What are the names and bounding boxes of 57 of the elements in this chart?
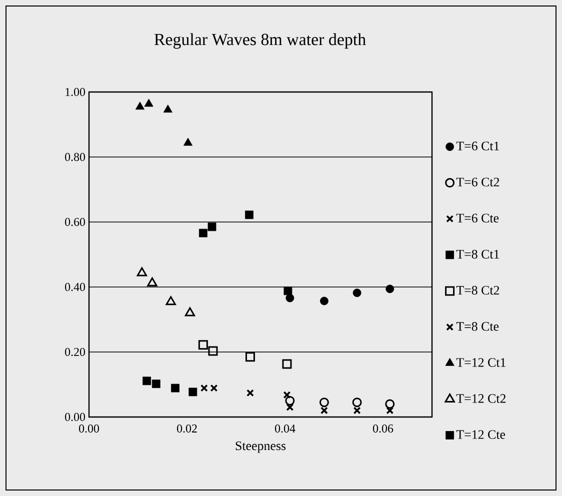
legend-label: T=8 Ct2 xyxy=(456,286,500,295)
x-axis-title: Steepness xyxy=(236,441,286,453)
point xyxy=(284,286,292,296)
chart-title: Regular Waves 8m water depth xyxy=(154,33,366,49)
point xyxy=(142,376,152,386)
point xyxy=(135,102,144,110)
point xyxy=(286,294,294,302)
point xyxy=(136,267,148,276)
point xyxy=(198,340,208,350)
legend-label: T=6 Cte xyxy=(456,214,499,222)
point xyxy=(353,406,361,414)
legend-label: T=6 Ct1 xyxy=(456,142,499,150)
legend-label: T=6 Ct2 xyxy=(456,178,500,186)
point xyxy=(147,277,158,286)
point xyxy=(188,388,198,396)
point xyxy=(352,398,362,408)
point xyxy=(245,352,255,362)
point xyxy=(166,296,176,306)
point xyxy=(282,359,292,369)
point xyxy=(183,138,193,146)
legend-label: T=8 Cte xyxy=(456,322,499,331)
point xyxy=(319,398,329,408)
point xyxy=(208,222,216,232)
y-tick-label: 1.00 xyxy=(66,88,86,96)
legend-label: T=8 Ct1 xyxy=(456,250,499,259)
x-tick-label: 0.00 xyxy=(79,424,100,433)
point xyxy=(210,384,218,392)
point xyxy=(283,391,291,399)
x-tick-label: 0.02 xyxy=(177,424,197,433)
legend-label: T=12 Cte xyxy=(456,430,506,439)
point xyxy=(286,404,294,411)
point xyxy=(152,380,160,388)
y-tick-label: 0.60 xyxy=(65,218,86,226)
point xyxy=(208,346,218,356)
point xyxy=(198,228,208,238)
y-tick-label: 0.80 xyxy=(65,152,86,162)
point xyxy=(320,296,328,306)
point xyxy=(163,104,172,113)
point xyxy=(200,384,208,392)
point xyxy=(171,384,180,392)
point xyxy=(246,389,254,397)
point xyxy=(386,406,394,414)
point xyxy=(285,396,295,406)
x-tick-label: 0.04 xyxy=(275,424,296,433)
y-tick-label: 0.00 xyxy=(65,412,86,422)
point xyxy=(352,288,362,298)
legend-label: T=12 Ct1 xyxy=(456,358,506,367)
point xyxy=(144,98,154,107)
point xyxy=(184,307,196,316)
point xyxy=(385,399,395,409)
point xyxy=(320,406,328,414)
point xyxy=(386,284,394,294)
y-tick-label: 0.40 xyxy=(65,282,86,292)
point xyxy=(245,210,254,220)
x-tick-label: 0.06 xyxy=(373,424,394,433)
y-tick-label: 0.20 xyxy=(65,348,86,356)
legend-label: T=12 Ct2 xyxy=(456,394,506,403)
